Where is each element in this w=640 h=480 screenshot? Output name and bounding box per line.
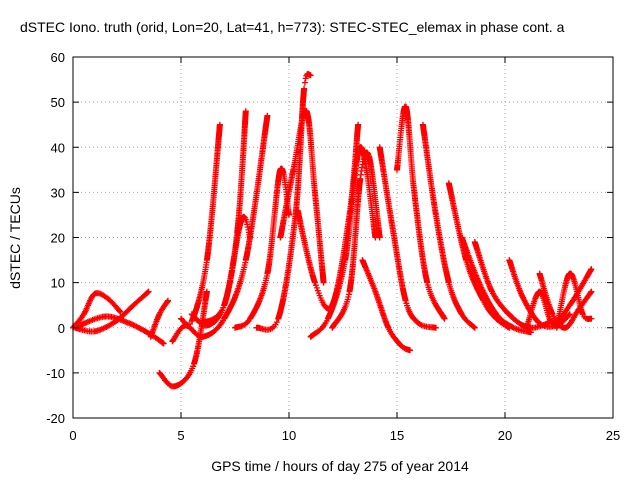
y-tick-label: 60 — [51, 50, 65, 65]
data-series — [458, 234, 534, 336]
data-series — [445, 180, 513, 331]
data-series — [156, 288, 210, 390]
chart-title: dSTEC Iono. truth (orid, Lon=20, Lat=41,… — [20, 19, 565, 35]
data-point-markers — [419, 121, 478, 331]
data-series — [277, 107, 327, 286]
data-point-markers — [156, 288, 210, 390]
x-tick-label: 20 — [498, 428, 512, 443]
data-series — [506, 257, 573, 330]
x-tick-label: 5 — [177, 428, 184, 443]
y-axis-title: dSTEC / TECUs — [7, 187, 23, 289]
axis-ticks — [72, 56, 614, 419]
y-tick-label: -10 — [46, 366, 65, 381]
data-point-markers — [445, 180, 513, 331]
data-series — [76, 313, 167, 347]
data-point-markers — [329, 149, 383, 331]
data-point-markers — [277, 107, 327, 286]
data-marks — [70, 70, 595, 390]
data-series — [419, 121, 478, 331]
x-tick-label: 10 — [282, 428, 296, 443]
x-tick-label: 25 — [606, 428, 620, 443]
data-point-markers — [553, 270, 595, 331]
data-point-markers — [199, 213, 254, 327]
data-point-markers — [506, 257, 573, 330]
y-tick-label: 30 — [51, 185, 65, 200]
data-series — [329, 149, 383, 331]
y-tick-label: 20 — [51, 231, 65, 246]
data-series — [199, 213, 254, 327]
data-point-markers — [394, 103, 448, 322]
data-series — [169, 112, 271, 345]
data-point-markers — [169, 112, 271, 345]
data-series — [394, 103, 448, 322]
y-tick-label: 50 — [51, 95, 65, 110]
data-point-markers — [359, 257, 413, 354]
x-axis-title: GPS time / hours of day 275 of year 2014 — [211, 458, 469, 474]
data-series — [376, 144, 439, 331]
data-point-markers — [458, 234, 534, 336]
data-point-markers — [147, 297, 171, 340]
data-point-markers — [232, 165, 292, 331]
x-tick-label: 0 — [69, 428, 76, 443]
y-tick-label: -20 — [46, 411, 65, 426]
data-series — [553, 270, 595, 331]
tick-labels: 0 5 10 15 20 25 -20 -10 0 10 20 30 40 50 60 — [46, 50, 620, 443]
y-tick-label: 40 — [51, 140, 65, 155]
data-point-markers — [76, 313, 167, 347]
data-series — [147, 297, 171, 340]
data-point-markers — [376, 144, 439, 331]
y-tick-label: 0 — [58, 321, 65, 336]
x-tick-label: 15 — [390, 428, 404, 443]
data-series — [359, 257, 413, 354]
data-series — [232, 165, 292, 331]
y-tick-label: 10 — [51, 276, 65, 291]
